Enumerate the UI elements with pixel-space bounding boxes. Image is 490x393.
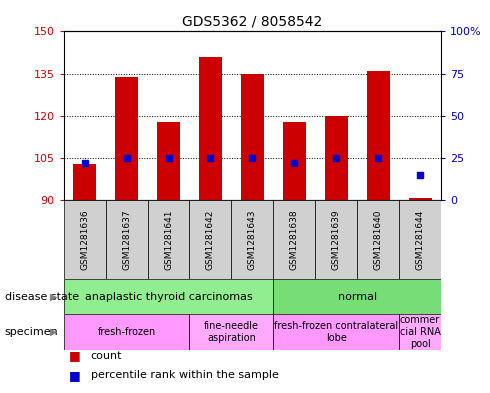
Text: commer
cial RNA
pool: commer cial RNA pool (400, 316, 441, 349)
Text: fine-needle
aspiration: fine-needle aspiration (204, 321, 259, 343)
Text: GSM1281639: GSM1281639 (332, 209, 341, 270)
Text: specimen: specimen (5, 327, 59, 337)
Text: ■: ■ (69, 369, 80, 382)
Text: fresh-frozen: fresh-frozen (98, 327, 156, 337)
Bar (409, 198, 432, 200)
Text: ▶: ▶ (50, 292, 58, 302)
Title: GDS5362 / 8058542: GDS5362 / 8058542 (182, 15, 322, 29)
Bar (147, 200, 190, 279)
Bar (357, 200, 399, 279)
Text: anaplastic thyroid carcinomas: anaplastic thyroid carcinomas (85, 292, 252, 302)
Bar (273, 279, 441, 314)
Text: GSM1281641: GSM1281641 (164, 209, 173, 270)
Bar (73, 164, 96, 200)
Bar (241, 73, 264, 200)
Text: percentile rank within the sample: percentile rank within the sample (91, 370, 278, 380)
Bar (367, 71, 390, 200)
Text: GSM1281636: GSM1281636 (80, 209, 89, 270)
Text: GSM1281642: GSM1281642 (206, 209, 215, 270)
Bar (64, 200, 106, 279)
Bar (157, 121, 180, 200)
Bar (315, 200, 357, 279)
Bar (106, 200, 147, 279)
Bar (273, 314, 399, 350)
Bar (115, 77, 138, 200)
Text: ▶: ▶ (50, 327, 58, 337)
Text: GSM1281638: GSM1281638 (290, 209, 299, 270)
Text: GSM1281643: GSM1281643 (248, 209, 257, 270)
Bar (399, 314, 441, 350)
Bar (399, 200, 441, 279)
Bar (199, 57, 222, 200)
Bar (325, 116, 348, 200)
Bar (283, 121, 306, 200)
Bar (190, 200, 231, 279)
Text: normal: normal (338, 292, 377, 302)
Text: GSM1281644: GSM1281644 (416, 209, 424, 270)
Text: GSM1281640: GSM1281640 (373, 209, 383, 270)
Text: GSM1281637: GSM1281637 (122, 209, 131, 270)
Bar (273, 200, 315, 279)
Text: count: count (91, 351, 122, 361)
Bar (64, 314, 190, 350)
Text: disease state: disease state (5, 292, 79, 302)
Text: ■: ■ (69, 349, 80, 362)
Text: fresh-frozen contralateral
lobe: fresh-frozen contralateral lobe (274, 321, 398, 343)
Bar (190, 314, 273, 350)
Bar (231, 200, 273, 279)
Bar (64, 279, 273, 314)
